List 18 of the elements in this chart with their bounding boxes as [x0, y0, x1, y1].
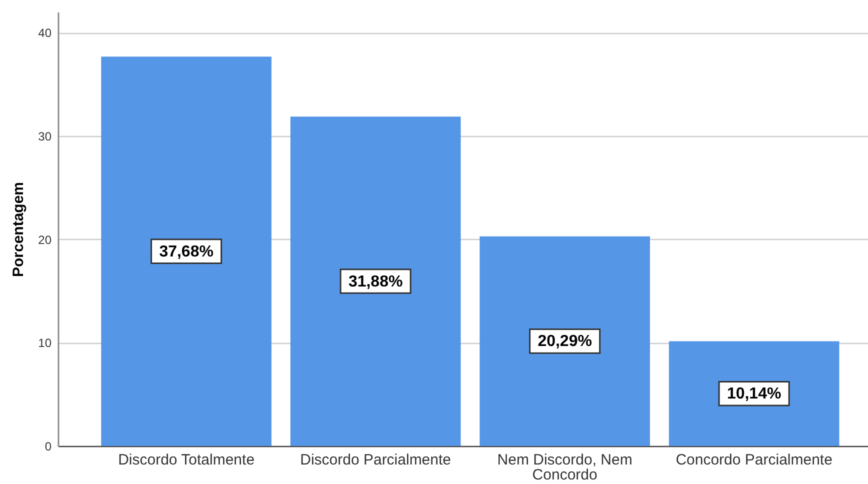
- y-axis-title: Porcentagem: [10, 182, 28, 278]
- data-label: 31,88%: [348, 273, 403, 290]
- y-tick-label: 10: [38, 336, 52, 350]
- x-tick-label: Discordo Totalmente: [118, 452, 255, 468]
- y-tick-label: 0: [44, 440, 52, 454]
- bar: [668, 341, 840, 446]
- x-tick-label: Nem Discordo, Nem Concordo: [497, 452, 632, 484]
- bar: [101, 56, 272, 446]
- y-tick-label: 40: [38, 26, 52, 40]
- data-label: 20,29%: [538, 333, 592, 350]
- data-label: 10,14%: [726, 386, 782, 403]
- bar: [290, 116, 461, 446]
- y-tick-label: 30: [38, 130, 52, 144]
- data-label: 37,68%: [159, 243, 214, 260]
- bar: [480, 236, 650, 446]
- y-tick-label: 20: [38, 232, 52, 247]
- x-tick-label: Discordo Parcialmente: [300, 452, 452, 468]
- x-tick-label: Concordo Parcialmente: [676, 452, 832, 468]
